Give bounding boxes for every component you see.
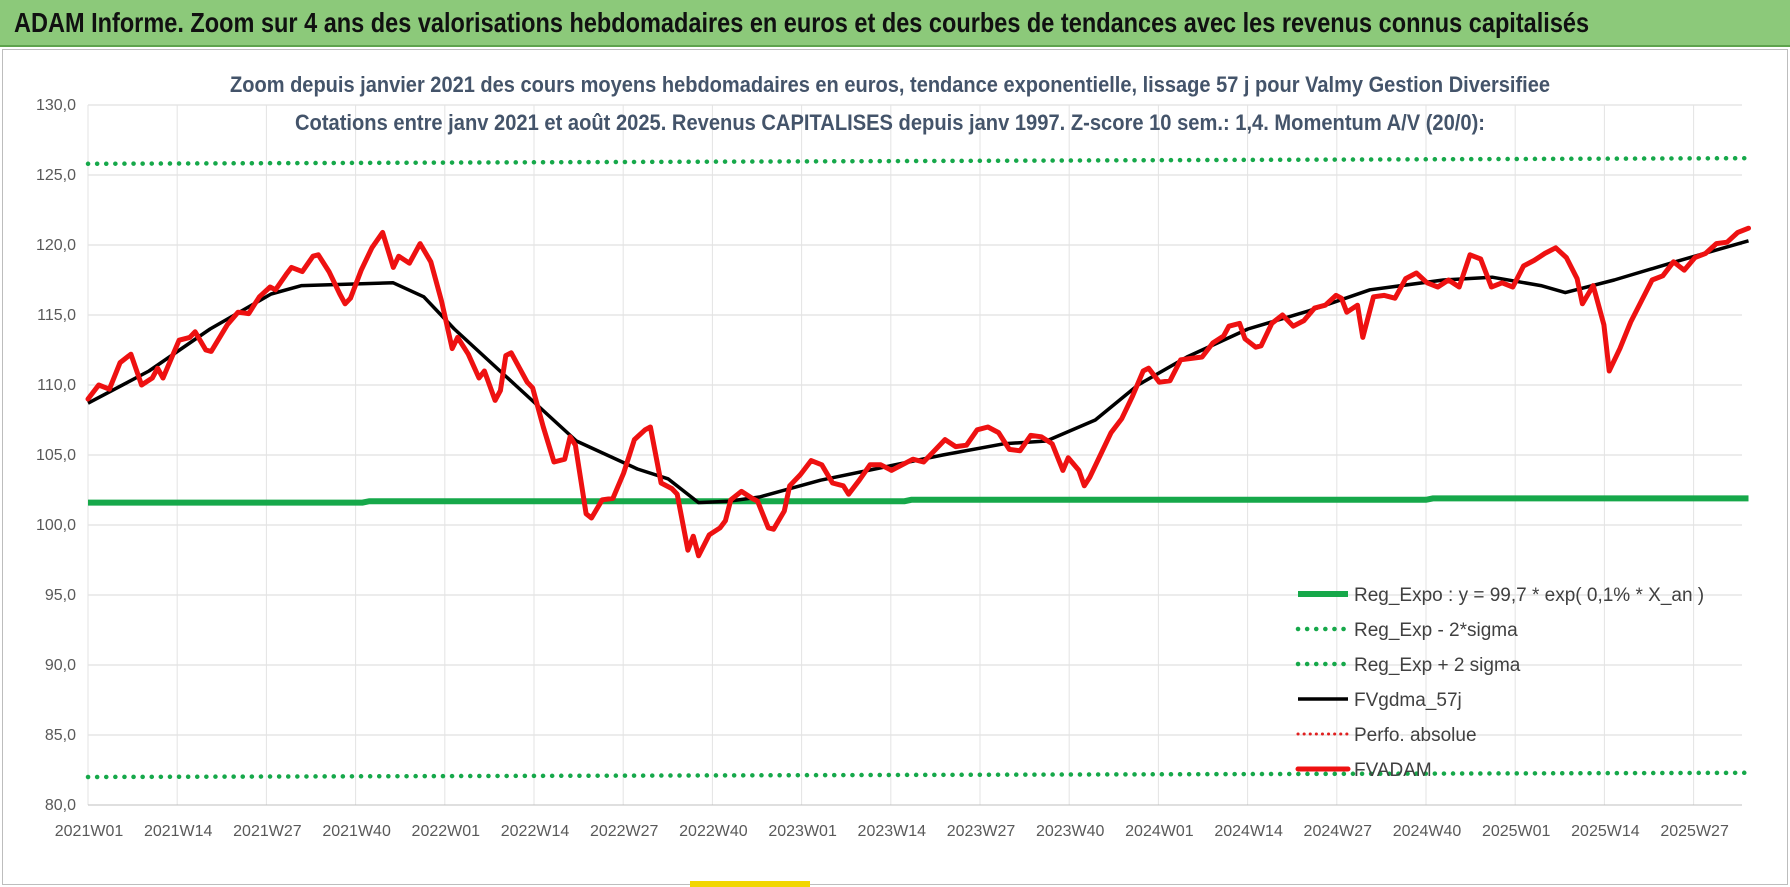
- moving-average-line: [87, 239, 1749, 505]
- x-tick-label: 2025W27: [1660, 823, 1729, 840]
- upper-band-line: [85, 155, 1751, 167]
- chart-frame: [2, 49, 1788, 885]
- x-tick-label: 2022W40: [679, 823, 748, 840]
- banner: ADAM Informe. Zoom sur 4 ans des valoris…: [0, 0, 1790, 47]
- legend-label: Reg_Exp + 2 sigma: [1354, 655, 1521, 676]
- chart-subtitle: Cotations entre janv 2021 et août 2025. …: [295, 110, 1485, 135]
- y-tick-label: 90,0: [45, 657, 76, 674]
- grid: [87, 104, 1742, 806]
- x-tick-label: 2025W01: [1482, 823, 1551, 840]
- x-tick-label: 2022W27: [590, 823, 659, 840]
- x-tick-label: 2024W40: [1393, 823, 1462, 840]
- x-tick-label: 2023W14: [858, 823, 927, 840]
- legend-label: Reg_Exp - 2*sigma: [1354, 620, 1518, 641]
- fvadam-price-line: [85, 225, 1751, 559]
- x-tick-label: 2022W01: [412, 823, 481, 840]
- x-tick-label: 2021W01: [55, 823, 124, 840]
- y-tick-label: 130,0: [36, 97, 76, 114]
- chart-title: Zoom depuis janvier 2021 des cours moyen…: [230, 72, 1550, 97]
- y-tick-label: 120,0: [36, 237, 76, 254]
- lower-band-line: [85, 770, 1751, 780]
- y-tick-label: 95,0: [45, 587, 76, 604]
- x-tick-label: 2025W14: [1571, 823, 1640, 840]
- x-tick-label: 2024W01: [1125, 823, 1194, 840]
- y-tick-label: 105,0: [36, 447, 76, 464]
- legend-label: FVgdma_57j: [1354, 690, 1462, 711]
- y-tick-label: 110,0: [37, 377, 76, 394]
- legend-label: Perfo. absolue: [1354, 725, 1477, 746]
- y-tick-label: 115,0: [37, 307, 76, 324]
- banner-title: ADAM Informe. Zoom sur 4 ans des valoris…: [14, 7, 1590, 38]
- y-tick-label: 100,0: [36, 517, 76, 534]
- legend-label: Reg_Expo : y = 99,7 * exp( 0,1% * X_an ): [1354, 585, 1704, 606]
- x-tick-label: 2023W40: [1036, 823, 1105, 840]
- bottom-accent-mark: [690, 881, 810, 887]
- y-tick-label: 125,0: [36, 167, 76, 184]
- x-axis-ticks: 2021W01 2021W14 2021W27 2021W40 2022W01 2022W…: [55, 823, 1729, 840]
- x-tick-label: 2024W14: [1214, 823, 1283, 840]
- y-tick-label: 85,0: [45, 727, 76, 744]
- y-tick-label: 80,0: [45, 797, 76, 814]
- legend: Reg_Expo : y = 99,7 * exp( 0,1% * X_an )…: [1295, 585, 1704, 781]
- x-tick-label: 2024W27: [1304, 823, 1373, 840]
- x-tick-label: 2022W14: [501, 823, 570, 840]
- x-tick-label: 2021W40: [322, 823, 391, 840]
- legend-label: FVADAM: [1354, 760, 1432, 781]
- series-group: [85, 155, 1751, 780]
- x-tick-label: 2021W27: [233, 823, 302, 840]
- x-tick-label: 2023W27: [947, 823, 1016, 840]
- y-axis-ticks: 80,0 85,0 90,0 95,0 100,0 105,0 110,0 115,0 120,…: [36, 97, 76, 814]
- x-tick-label: 2023W01: [768, 823, 837, 840]
- regression-line: [88, 495, 1749, 506]
- x-tick-label: 2021W14: [144, 823, 213, 840]
